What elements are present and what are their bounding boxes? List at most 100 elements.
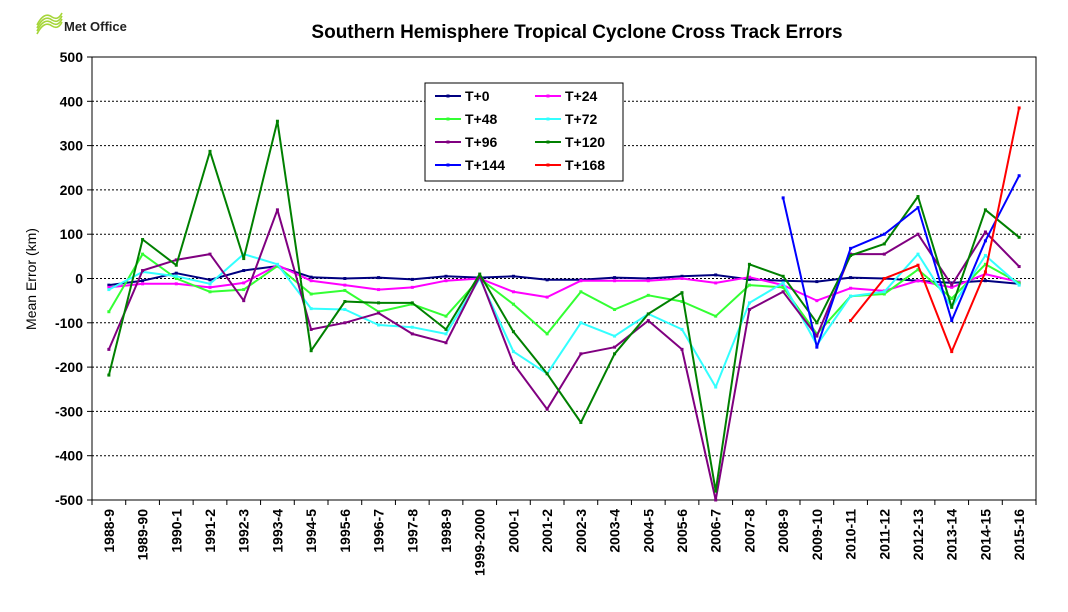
data-point [343, 321, 347, 325]
data-point [781, 279, 785, 283]
x-tick-label: 1993-4 [269, 509, 285, 553]
axes: 500 400 300 200 100 0 -100 -200 -300 -400 -500 1988… [55, 49, 1037, 576]
data-point [882, 292, 886, 296]
data-point [983, 279, 987, 283]
data-point [208, 149, 212, 153]
legend-item: T+48 [435, 111, 498, 127]
data-point [781, 274, 785, 278]
legend-marker [546, 140, 550, 144]
series-line [849, 107, 1021, 353]
series-line [108, 253, 1020, 388]
legend-label: T+120 [565, 134, 605, 150]
data-point [646, 279, 650, 283]
data-point [815, 345, 819, 349]
data-point [747, 275, 751, 279]
legend-item: T+0 [435, 88, 490, 104]
data-point [747, 277, 751, 281]
data-point [950, 296, 954, 300]
x-tick-label: 2005-6 [674, 509, 690, 553]
data-point [950, 283, 954, 287]
data-point [849, 319, 853, 323]
data-point [714, 273, 718, 277]
data-point [410, 325, 414, 329]
data-point [916, 232, 920, 236]
data-point [950, 285, 954, 289]
data-point [916, 206, 920, 210]
data-point [781, 285, 785, 289]
data-point [545, 278, 549, 282]
x-tick-label: 1998-9 [438, 509, 454, 553]
data-point [950, 305, 954, 309]
x-tick-label: 1989-90 [135, 509, 151, 561]
x-tick-label: 2002-3 [573, 509, 589, 553]
data-point [950, 350, 954, 354]
data-point [579, 352, 583, 356]
data-point [849, 294, 853, 298]
data-point [950, 319, 954, 323]
data-point [849, 246, 853, 250]
data-point [613, 345, 617, 349]
y-axis-label: Mean Error (km) [23, 228, 39, 330]
data-point [613, 308, 617, 312]
data-point [309, 292, 313, 296]
x-tick-label: 2010-11 [843, 509, 859, 560]
data-point [208, 278, 212, 282]
x-tick-label: 1997-8 [404, 509, 420, 553]
legend-marker [446, 140, 450, 144]
data-point [343, 300, 347, 304]
data-point [1017, 174, 1021, 178]
data-point [174, 282, 178, 286]
x-tick-label: 2011-12 [876, 509, 892, 560]
x-tick-label: 1992-3 [236, 509, 252, 553]
data-point [882, 242, 886, 246]
series-line [108, 253, 1020, 335]
x-tick-label: 2004-5 [640, 509, 656, 553]
data-point [983, 208, 987, 212]
data-point [983, 270, 987, 274]
data-point [208, 282, 212, 286]
data-point [343, 288, 347, 292]
data-point [275, 262, 279, 266]
legend-label: T+144 [465, 157, 505, 173]
data-point [714, 489, 718, 493]
legend-marker [446, 117, 450, 121]
data-point [242, 288, 246, 292]
y-tick-label: 0 [75, 271, 83, 287]
data-point [815, 321, 819, 325]
legend-label: T+48 [465, 111, 498, 127]
data-point [714, 498, 718, 502]
data-point [1017, 281, 1021, 285]
data-point [141, 252, 145, 256]
data-point [646, 293, 650, 297]
data-point [680, 327, 684, 331]
data-point [882, 232, 886, 236]
data-point [849, 286, 853, 290]
x-tick-label: 2013-14 [944, 509, 960, 561]
data-point [579, 420, 583, 424]
data-point [747, 301, 751, 305]
x-tick-label: 2012-13 [910, 509, 926, 561]
y-tick-label: -500 [55, 492, 83, 508]
data-point [107, 310, 111, 314]
y-tick-label: 200 [60, 182, 84, 198]
legend-marker [446, 163, 450, 167]
legend-marker [546, 117, 550, 121]
data-point [1017, 235, 1021, 239]
y-tick-label: -200 [55, 359, 83, 375]
x-tick-label: 1995-6 [337, 509, 353, 553]
data-point [511, 302, 515, 306]
data-point [343, 277, 347, 280]
series-t-plus-72 [107, 252, 1021, 389]
y-tick-label: -100 [55, 315, 83, 331]
data-point [141, 282, 145, 286]
data-point [1017, 106, 1021, 110]
data-point [983, 239, 987, 243]
x-tick-label: 2014-15 [977, 509, 993, 561]
legend-item: T+24 [535, 88, 598, 104]
legend-item: T+168 [535, 157, 605, 173]
data-point [613, 276, 617, 280]
data-point [444, 274, 448, 278]
data-point [478, 272, 482, 276]
x-tick-label: 2015-16 [1011, 509, 1027, 561]
data-point [916, 268, 920, 272]
